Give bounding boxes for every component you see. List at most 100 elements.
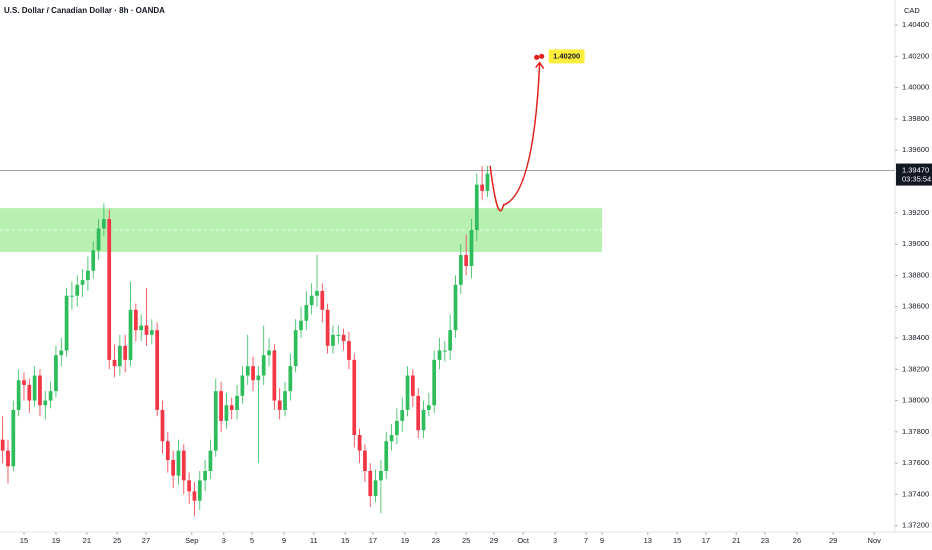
y-tick-label: 1.39800 — [902, 114, 929, 123]
candle-body — [277, 400, 282, 410]
candle-body — [261, 355, 266, 376]
candle-body — [160, 409, 165, 442]
candle-body — [32, 375, 37, 401]
candle-body — [229, 405, 234, 410]
candle-body — [102, 219, 106, 229]
candle-body — [283, 391, 287, 410]
candle-body — [267, 350, 271, 356]
y-tick-label: 1.37200 — [902, 521, 929, 530]
y-tick-label: 1.40200 — [902, 51, 929, 60]
x-tick-label: 15 — [341, 536, 349, 545]
x-tick-label: 17 — [702, 536, 710, 545]
candle-body — [118, 345, 122, 367]
candle-body — [299, 320, 303, 331]
candle-body — [448, 330, 453, 351]
candle-body — [187, 480, 191, 492]
candle-body — [133, 309, 138, 331]
candle-body — [22, 380, 26, 385]
candle-body — [64, 295, 69, 351]
candle-body — [86, 270, 90, 281]
candle-body — [0, 439, 5, 451]
candle-body — [480, 184, 484, 191]
y-tick-label: 1.38000 — [902, 396, 929, 405]
x-tick-label: 29 — [490, 536, 498, 545]
candle-body — [363, 450, 367, 471]
candle-body — [400, 409, 405, 421]
x-tick-label: 13 — [644, 536, 652, 545]
candle-body — [139, 325, 144, 331]
candle-body — [453, 284, 458, 331]
candle-body — [373, 480, 378, 497]
x-tick-label: 23 — [761, 536, 769, 545]
candle-body — [208, 450, 213, 471]
y-tick-label: 1.38600 — [902, 302, 929, 311]
candle-body — [176, 450, 181, 476]
candle-body — [27, 384, 32, 401]
candle-body — [416, 395, 421, 431]
candle-body — [6, 450, 10, 467]
plot: 1.40400 1.40200 1.40000 1.39800 1.39600 1.392… — [0, 20, 929, 545]
y-tick-label: 1.39000 — [902, 239, 929, 248]
candle-body — [341, 334, 346, 342]
arrow-head — [535, 61, 545, 70]
target-icon — [534, 54, 540, 60]
candle-body — [395, 420, 399, 435]
candle-body — [336, 334, 341, 336]
x-tick-label: 19 — [401, 536, 409, 545]
candle-body — [123, 345, 128, 360]
x-tick-label: Sep — [185, 536, 198, 545]
candle-body — [11, 409, 16, 467]
x-tick-label: 5 — [250, 536, 254, 545]
x-tick-label: 21 — [83, 536, 91, 545]
x-tick-label: 21 — [732, 536, 740, 545]
candle-body — [107, 219, 112, 360]
candle-body — [421, 409, 426, 431]
x-tick-label: 3 — [222, 536, 226, 545]
candle-body — [144, 325, 149, 335]
candle-body — [240, 375, 245, 396]
currency-label: CAD — [904, 6, 920, 15]
candle-body — [309, 295, 314, 306]
candle-body — [165, 441, 170, 461]
candle-body — [59, 350, 64, 356]
y-tick-label: 1.37400 — [902, 489, 929, 498]
candle-body — [485, 173, 490, 191]
candle-body — [224, 405, 229, 421]
candle-body — [437, 350, 442, 360]
last-price-label: 1.39470 — [902, 166, 929, 175]
target-label: 1.40200 — [553, 51, 580, 60]
candle-body — [54, 355, 58, 392]
candle-body — [426, 405, 431, 410]
candle-body — [464, 255, 469, 266]
candle-body — [357, 434, 362, 451]
candle-body — [192, 491, 197, 501]
candle-body — [75, 284, 80, 296]
x-tick-label: 23 — [432, 536, 440, 545]
candle-body — [112, 359, 117, 367]
candle-body — [368, 470, 373, 497]
x-tick-label: 25 — [462, 536, 470, 545]
candle-body — [155, 330, 160, 410]
candle-body — [474, 184, 479, 231]
candle-body — [80, 280, 85, 285]
candle-body — [379, 470, 383, 481]
candle-body — [411, 375, 415, 396]
x-tick-label: 11 — [310, 536, 318, 545]
y-tick-label: 1.38400 — [902, 333, 929, 342]
x-tick-label: Oct — [517, 536, 530, 545]
y-tick-label: 1.38800 — [902, 270, 929, 279]
x-tick-label: 15 — [20, 536, 28, 545]
x-tick-label: 27 — [142, 536, 150, 545]
candle-body — [16, 380, 21, 410]
candle-body — [315, 291, 319, 296]
candle-body — [149, 330, 154, 335]
candle-body — [256, 375, 261, 381]
y-tick-label: 1.39200 — [902, 208, 929, 217]
candle-body — [288, 366, 293, 392]
y-tick-label: 1.40000 — [902, 83, 929, 92]
candle-body — [38, 375, 42, 406]
candle-body — [469, 230, 474, 266]
candle-body — [181, 450, 186, 481]
candle-body — [325, 309, 330, 346]
